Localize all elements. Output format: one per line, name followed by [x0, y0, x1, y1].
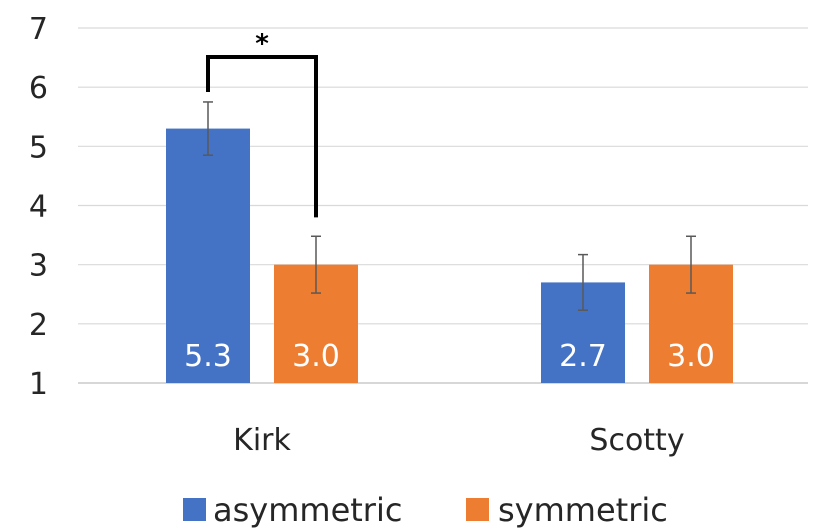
y-tick-label: 7: [29, 12, 48, 47]
y-tick-label: 2: [29, 308, 48, 343]
y-tick-label: 6: [29, 71, 48, 106]
data-label: 5.3: [184, 339, 232, 374]
significance-marker: *: [255, 29, 269, 59]
data-label: 3.0: [667, 339, 715, 374]
data-label: 3.0: [292, 339, 340, 374]
bar-asymmetric-kirk: [166, 128, 250, 383]
legend-label: symmetric: [498, 491, 668, 529]
category-label: Scotty: [589, 423, 684, 458]
y-tick-label: 1: [29, 367, 48, 402]
data-label: 2.7: [559, 339, 607, 374]
legend-swatch-symmetric: [466, 498, 489, 521]
y-tick-label: 5: [29, 130, 48, 165]
y-tick-label: 3: [29, 249, 48, 284]
category-label: Kirk: [233, 423, 291, 458]
significance-bracket: [206, 55, 318, 218]
legend-label: asymmetric: [213, 491, 402, 529]
legend-swatch-asymmetric: [183, 498, 206, 521]
y-tick-label: 4: [29, 190, 48, 225]
